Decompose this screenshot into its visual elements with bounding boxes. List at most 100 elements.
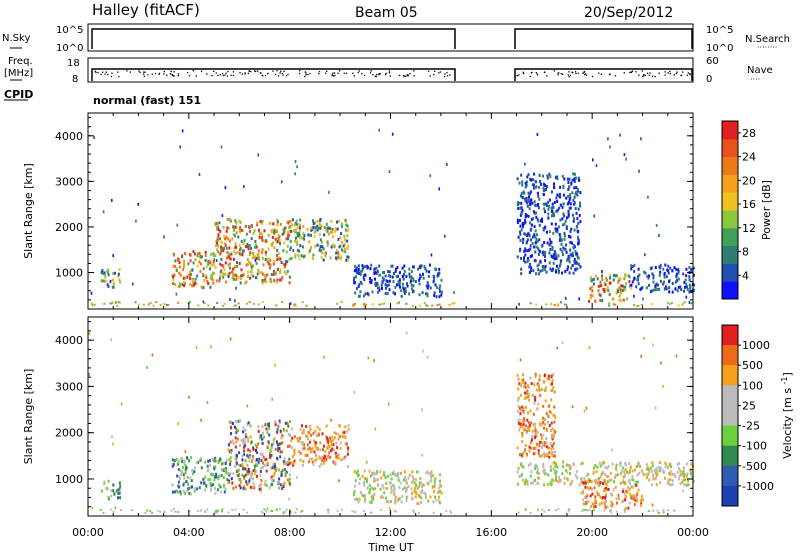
echo-cell — [188, 459, 191, 463]
echo-cell — [252, 455, 254, 458]
echo-cell — [671, 479, 674, 483]
nave-point — [352, 72, 354, 74]
echo-cell — [516, 446, 519, 450]
echo-cell — [624, 468, 627, 472]
echo-cell — [248, 244, 251, 248]
echo-cell — [118, 487, 121, 491]
echo-cell — [252, 274, 254, 278]
echo-cell — [621, 490, 624, 493]
echo-cell — [196, 487, 199, 491]
echo-cell — [615, 497, 618, 501]
echo-cell — [238, 484, 241, 488]
echo-cell — [398, 283, 401, 287]
echo-cell — [516, 470, 519, 474]
echo-cell — [277, 236, 280, 240]
echo-cell — [577, 176, 580, 180]
echo-cell — [105, 486, 108, 490]
echo-cell — [359, 272, 362, 276]
echo-cell — [679, 285, 682, 289]
echo-cell — [548, 455, 551, 459]
echo-cell — [308, 424, 311, 428]
sparse-echo — [120, 402, 123, 406]
echo-cell — [630, 283, 633, 287]
echo-cell — [371, 471, 374, 475]
sparse-echo — [227, 275, 230, 279]
sparse-echo — [109, 279, 112, 283]
echo-cell — [304, 434, 307, 438]
echo-cell — [591, 289, 594, 293]
echo-cell — [554, 430, 557, 434]
echo-cell — [523, 419, 526, 423]
echo-cell — [581, 491, 584, 495]
nave-point — [560, 73, 562, 75]
echo-cell — [353, 470, 356, 474]
echo-cell — [308, 240, 311, 244]
echo-cell — [238, 451, 240, 455]
near-range-echo — [91, 304, 94, 307]
echo-cell — [316, 228, 319, 232]
near-range-echo — [592, 509, 595, 512]
echo-cell — [295, 219, 298, 223]
echo-cell — [524, 215, 527, 219]
echo-cell — [536, 217, 539, 221]
echo-cell — [583, 502, 586, 506]
near-range-echo — [99, 508, 102, 511]
echo-cell — [354, 275, 357, 279]
echo-cell — [275, 253, 278, 257]
echo-cell — [570, 481, 573, 485]
echo-cell — [663, 280, 665, 284]
echo-cell — [387, 270, 390, 273]
echo-cell — [249, 230, 251, 233]
echo-cell — [268, 433, 271, 437]
echo-cell — [315, 457, 318, 461]
echo-cell — [610, 478, 613, 482]
echo-cell — [614, 473, 617, 477]
near-range-echo — [163, 510, 166, 513]
echo-cell — [209, 482, 212, 485]
echo-cell — [369, 474, 372, 478]
echo-cell — [637, 276, 639, 280]
echo-cell — [563, 476, 566, 480]
near-range-echo — [157, 510, 160, 513]
nave-point — [172, 75, 174, 77]
echo-cell — [392, 291, 395, 295]
echo-cell — [380, 283, 383, 287]
echo-cell — [568, 198, 571, 202]
echo-cell — [225, 467, 227, 471]
echo-cell — [550, 210, 553, 213]
near-range-echo — [242, 508, 245, 511]
echo-cell — [276, 267, 279, 271]
sparse-echo — [244, 433, 247, 436]
nave-point — [629, 71, 631, 74]
echo-cell — [347, 428, 350, 432]
echo-cell — [384, 283, 387, 287]
near-range-echo — [426, 305, 429, 307]
echo-cell — [224, 487, 227, 491]
echo-cell — [235, 273, 237, 277]
echo-cell — [224, 261, 227, 265]
sparse-echo — [290, 302, 292, 305]
sparse-echo — [593, 214, 595, 218]
echo-cell — [326, 446, 329, 450]
echo-cell — [598, 503, 601, 506]
near-range-echo — [673, 509, 676, 512]
echo-cell — [521, 440, 524, 444]
echo-cell — [566, 177, 569, 181]
near-range-echo — [253, 302, 255, 305]
nave-point — [568, 71, 570, 73]
echo-cell — [182, 268, 185, 271]
echo-cell — [566, 478, 569, 482]
echo-cell — [277, 447, 280, 451]
near-range-echo — [588, 509, 591, 511]
echo-cell — [234, 225, 237, 229]
echo-cell — [541, 445, 543, 449]
echo-cell — [225, 229, 228, 233]
x-axis-label: Time UT — [367, 541, 413, 554]
echo-cell — [574, 261, 577, 265]
echo-cell — [567, 187, 570, 191]
echo-cell — [555, 470, 558, 474]
echo-cell — [289, 219, 292, 223]
echo-cell — [209, 261, 212, 265]
nave-point — [438, 72, 440, 74]
echo-cell — [540, 433, 542, 437]
